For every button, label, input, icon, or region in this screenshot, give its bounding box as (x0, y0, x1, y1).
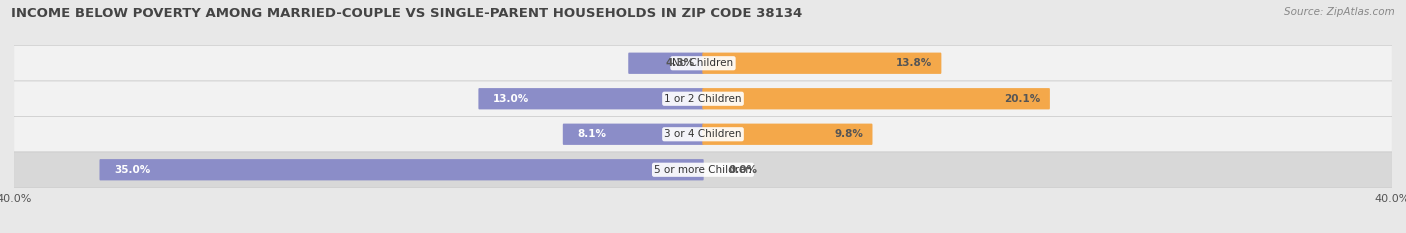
Text: 4.3%: 4.3% (665, 58, 695, 68)
Text: 13.0%: 13.0% (494, 94, 529, 104)
Text: 3 or 4 Children: 3 or 4 Children (664, 129, 742, 139)
Text: Source: ZipAtlas.com: Source: ZipAtlas.com (1284, 7, 1395, 17)
FancyBboxPatch shape (100, 159, 703, 180)
Text: 1 or 2 Children: 1 or 2 Children (664, 94, 742, 104)
FancyBboxPatch shape (478, 88, 703, 110)
FancyBboxPatch shape (14, 152, 1392, 188)
FancyBboxPatch shape (703, 53, 942, 74)
Text: No Children: No Children (672, 58, 734, 68)
FancyBboxPatch shape (703, 88, 1050, 110)
Text: 20.1%: 20.1% (1004, 94, 1040, 104)
Text: 13.8%: 13.8% (896, 58, 932, 68)
Text: 0.0%: 0.0% (728, 165, 758, 175)
FancyBboxPatch shape (703, 123, 873, 145)
FancyBboxPatch shape (14, 45, 1392, 81)
FancyBboxPatch shape (14, 81, 1392, 116)
Text: 9.8%: 9.8% (834, 129, 863, 139)
FancyBboxPatch shape (562, 123, 703, 145)
FancyBboxPatch shape (14, 116, 1392, 152)
Text: 5 or more Children: 5 or more Children (654, 165, 752, 175)
Text: INCOME BELOW POVERTY AMONG MARRIED-COUPLE VS SINGLE-PARENT HOUSEHOLDS IN ZIP COD: INCOME BELOW POVERTY AMONG MARRIED-COUPL… (11, 7, 803, 20)
Text: 35.0%: 35.0% (114, 165, 150, 175)
FancyBboxPatch shape (628, 53, 703, 74)
Text: 8.1%: 8.1% (578, 129, 606, 139)
